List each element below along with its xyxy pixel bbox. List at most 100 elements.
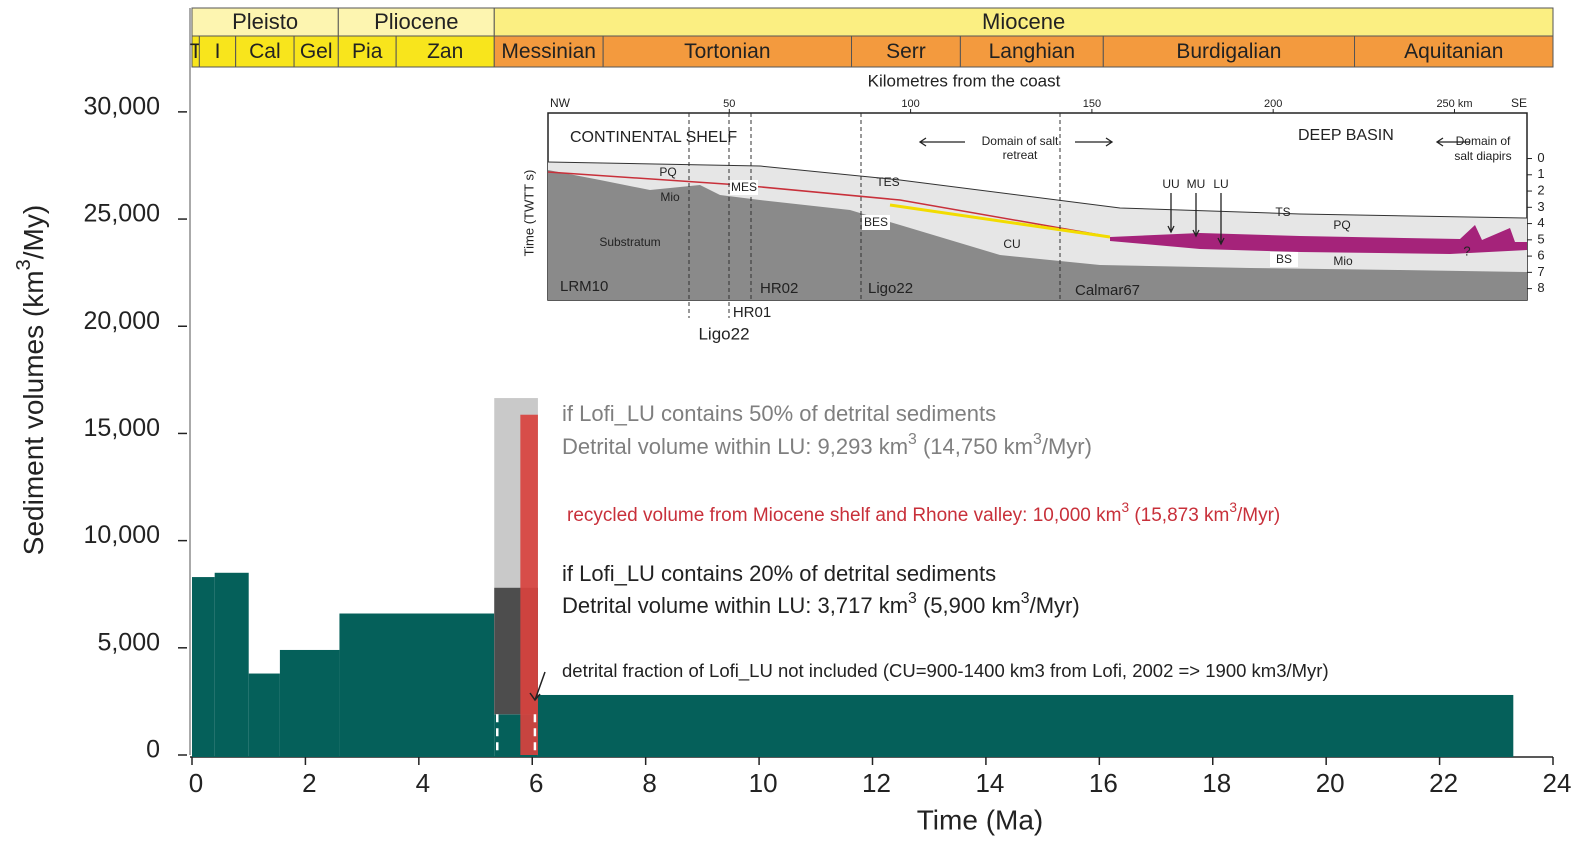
step (279, 649, 340, 757)
strat-label: Langhian (989, 40, 1075, 63)
inset-y-tick-label: 7 (1537, 264, 1544, 279)
inset-label: CONTINENTAL SHELF (570, 129, 737, 146)
inset-y-tick-label: 8 (1537, 280, 1544, 295)
strat-label: Zan (427, 40, 463, 63)
inset-y-tick-label: 0 (1537, 150, 1544, 165)
strat-label: Miocene (982, 9, 1065, 34)
text-part: if Lofi_LU contains 50% of detrital sedi… (562, 401, 996, 426)
inset-x-tick-label: 200 (1264, 98, 1282, 110)
x-tick-label: 16 (1089, 768, 1118, 798)
inset-label: salt diapirs (1454, 149, 1511, 163)
strat-box (851, 35, 961, 68)
x-tick-label: 10 (749, 768, 778, 798)
strat-box (395, 35, 495, 68)
inset-label: Calmar67 (1075, 282, 1140, 299)
superscript: 3 (1033, 431, 1042, 448)
superscript: 3 (908, 590, 917, 607)
y-tick-label: 25,000 (84, 200, 160, 228)
strat-label: Pliocene (374, 9, 458, 34)
text-part: recycled volume from Miocene shelf and R… (567, 505, 1121, 526)
superscript: 3 (1021, 590, 1030, 607)
strat-box (959, 35, 1104, 68)
step (537, 694, 1514, 757)
strat-label: Burdigalian (1176, 40, 1281, 63)
x-axis-title: Time (Ma) (917, 804, 1044, 835)
strat-label: Pia (352, 40, 383, 63)
inset-label: MES (731, 180, 757, 194)
inset-y-tick-label: 5 (1537, 231, 1544, 246)
strat-box (235, 35, 295, 68)
x-tick-label: 12 (862, 768, 891, 798)
inset-label: Ligo22 (698, 324, 749, 343)
inset-wells (688, 113, 1061, 318)
inset-x-tick-label: 50 (723, 98, 735, 110)
annotation: Detrital volume within LU: 9,293 km3 (14… (562, 431, 1092, 459)
inset-label: Domain of salt (982, 134, 1059, 148)
strat-label: Serr (886, 40, 926, 63)
arrow (918, 137, 965, 147)
inset-y-tick-label: 2 (1537, 182, 1544, 197)
arrow (1435, 137, 1470, 147)
step (339, 613, 495, 757)
strat-label: Pleisto (232, 9, 298, 34)
inset-label: MU (1187, 177, 1206, 191)
annotation: recycled volume from Miocene shelf and R… (567, 500, 1280, 526)
y-tick-label: 20,000 (84, 307, 160, 335)
range-bar (520, 414, 538, 755)
strat-label: Cal (249, 40, 281, 63)
text-part: /Myr) (1030, 593, 1080, 618)
inset-label: PQ (1333, 218, 1350, 232)
strat-label: Aquitanian (1404, 40, 1503, 63)
arrow (1167, 193, 1175, 234)
inset-label: Ligo22 (868, 280, 913, 297)
text-part: (14,750 km (917, 434, 1033, 459)
x-tick-label: 18 (1202, 768, 1231, 798)
inset-label: LU (1213, 177, 1228, 191)
y-tick-label: 30,000 (84, 92, 160, 120)
inset-seafloor (547, 161, 1528, 219)
annotation-arrow (529, 671, 546, 702)
text-part: (5,900 km (917, 593, 1021, 618)
annotation: Detrital volume within LU: 3,717 km3 (5,… (562, 590, 1080, 618)
x-tick-label: 14 (975, 768, 1004, 798)
strat-box (337, 35, 397, 68)
annotation: if Lofi_LU contains 50% of detrital sedi… (562, 401, 996, 426)
inset-label: ? (1463, 243, 1470, 258)
inset-label: Mio (1333, 254, 1353, 268)
superscript: 3 (908, 431, 917, 448)
text-part: Sediment volumes (km (18, 270, 49, 555)
strat-label: Gel (300, 40, 333, 63)
inset-label: UU (1162, 177, 1179, 191)
text-part: Detrital volume within LU: 3,717 km (562, 593, 908, 618)
strat-box (191, 7, 339, 37)
inset-y-tick-label: 4 (1537, 215, 1544, 230)
inset-label: HR02 (760, 280, 798, 297)
inset-x-tick-label: 250 km (1436, 98, 1472, 110)
superscript: 3 (1229, 500, 1237, 515)
inset-label: BS (1276, 252, 1292, 266)
y-tick-label: 15,000 (84, 414, 160, 442)
annotation: if Lofi_LU contains 20% of detrital sedi… (562, 561, 996, 586)
strat-box (1354, 35, 1554, 68)
x-tick-label: 8 (642, 768, 656, 798)
x-tick-label: 0 (189, 768, 203, 798)
inset-salt (1110, 225, 1527, 254)
inset-label: retreat (1003, 148, 1038, 162)
strat-label: Messinian (501, 40, 596, 63)
strat-box (493, 35, 604, 68)
strat-box (1102, 35, 1356, 68)
inset-substratum (548, 170, 1527, 300)
inset-y-tick-label: 1 (1537, 166, 1544, 181)
inset-label: TS (1275, 205, 1290, 219)
x-tick-label: 24 (1543, 768, 1572, 798)
inset-tes (889, 203, 1111, 239)
strat-label: Tortonian (684, 40, 770, 63)
inset-x-tick-label: 150 (1083, 98, 1101, 110)
inset-label: BES (864, 215, 888, 229)
text-part: detrital fraction of Lofi_LU not include… (562, 660, 1329, 682)
inset-x-tick-label: 100 (901, 98, 919, 110)
label-bg (1270, 252, 1298, 267)
inset-label: LRM10 (560, 278, 608, 295)
